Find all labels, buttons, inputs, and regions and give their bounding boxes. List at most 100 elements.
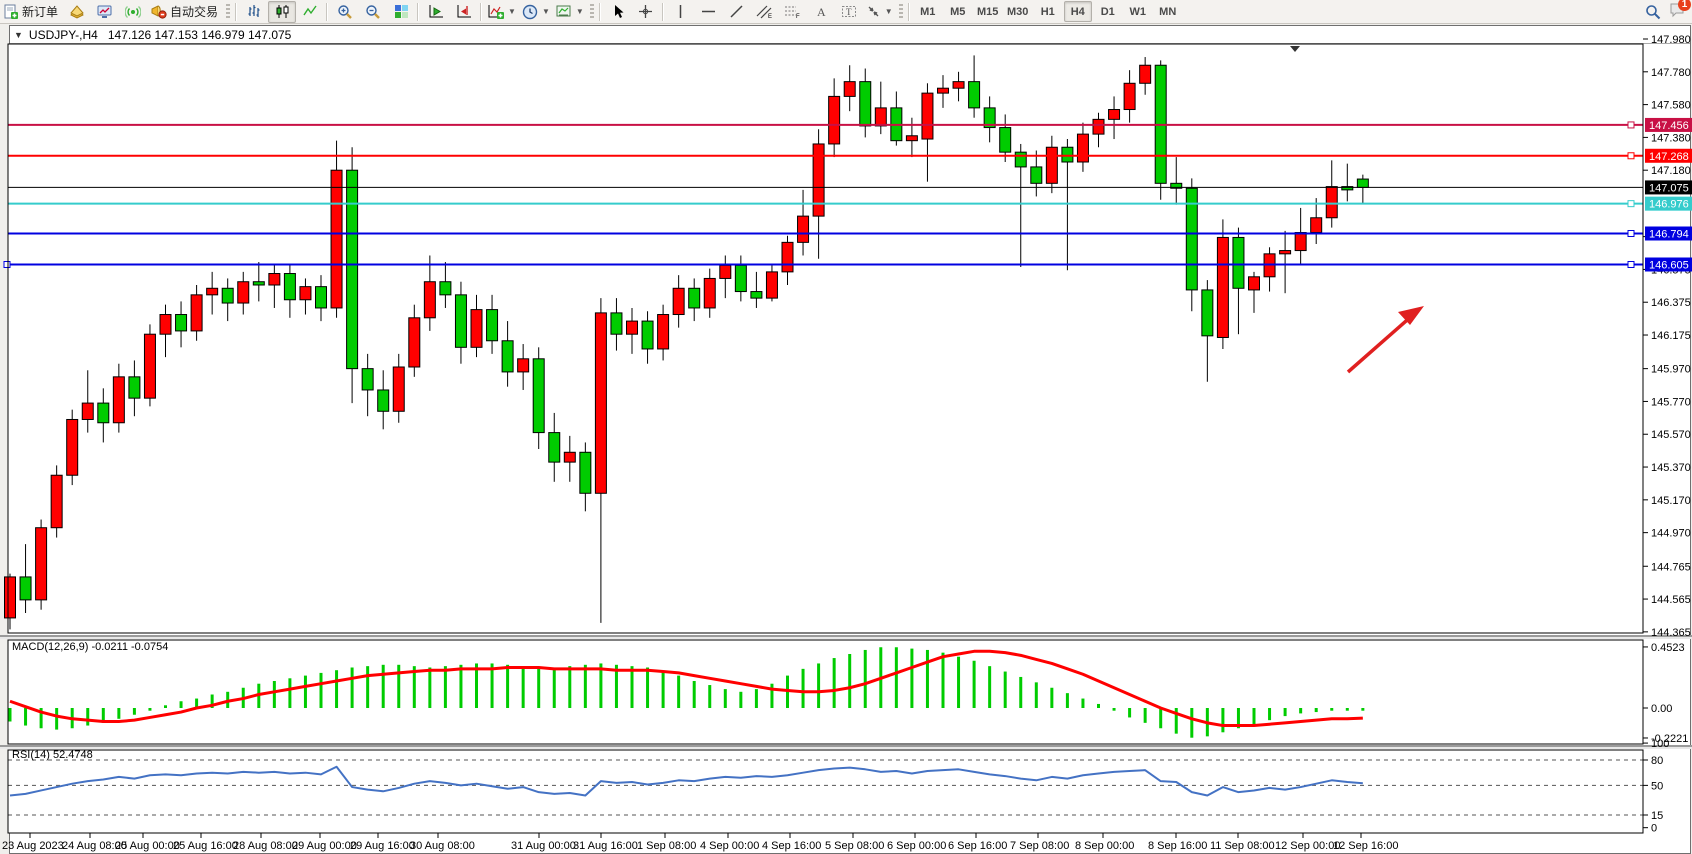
candle-body <box>361 368 374 391</box>
time-axis-label: 12 Sep 16:00 <box>1333 840 1398 852</box>
candlestick-chart-button[interactable] <box>268 0 297 23</box>
fibonacci-button[interactable]: F <box>779 1 807 23</box>
candle-body <box>781 241 794 273</box>
time-axis-label: 1 Sep 08:00 <box>637 840 696 852</box>
line-handle[interactable] <box>1627 152 1635 160</box>
line-handle[interactable] <box>1627 261 1635 268</box>
timeframe-button-m15[interactable]: M15 <box>977 5 999 18</box>
candle-body <box>797 215 810 243</box>
indicators-button[interactable]: ▼ <box>485 1 519 23</box>
trend-arrow-annotation[interactable] <box>1346 312 1416 374</box>
price-axis-label: 145.170 <box>1651 495 1691 507</box>
price-axis-label: 147.980 <box>1651 34 1691 46</box>
chart-profiles-icon <box>70 4 84 19</box>
price-tag-label: 146.605 <box>1649 260 1689 272</box>
rsi-indicator-label: RSI(14) 52.4748 <box>12 749 93 761</box>
search-icon[interactable] <box>1645 4 1661 20</box>
timeframe-button-m5[interactable]: M5 <box>950 5 966 18</box>
timeframe-button-w1[interactable]: W1 <box>1129 5 1146 18</box>
chart-shift-button[interactable] <box>450 1 478 23</box>
candle-body <box>1076 133 1089 163</box>
candle-body <box>143 333 156 399</box>
zoom-out-icon <box>366 4 380 19</box>
timeframe-button-h4[interactable]: H4 <box>1063 1 1092 22</box>
line-handle[interactable] <box>1627 200 1635 208</box>
candle-body <box>719 264 732 279</box>
toolbar-separator <box>417 2 420 21</box>
price-tag-label: 147.456 <box>1649 120 1689 132</box>
candle-body <box>579 451 592 494</box>
market-watch-button[interactable] <box>91 1 119 23</box>
cursor-button[interactable] <box>604 1 632 23</box>
signals-button[interactable] <box>119 1 147 23</box>
price-axis-label: 144.365 <box>1651 627 1691 639</box>
time-axis-label: 24 Aug 08:00 <box>62 840 127 852</box>
line-handle[interactable] <box>1627 121 1635 129</box>
arrows-button[interactable]: ▼ <box>863 1 896 23</box>
horizontal-line-button[interactable] <box>695 1 723 23</box>
zoom-in-icon <box>338 4 352 19</box>
candle-body <box>1170 182 1183 189</box>
candle-body <box>1294 232 1307 252</box>
macd-signal-line <box>9 649 1363 728</box>
trendline-icon <box>730 5 743 18</box>
candle-body <box>1201 289 1214 337</box>
templates-button[interactable]: ▼ <box>553 1 587 23</box>
line-chart-button[interactable] <box>296 1 324 23</box>
new-order-button[interactable]: 新订单 <box>0 1 63 23</box>
candle-body <box>921 92 934 140</box>
trend-arrow-head <box>1398 306 1424 325</box>
chart-profiles-button[interactable] <box>63 1 91 23</box>
price-axis-label: 145.970 <box>1651 364 1691 376</box>
periods-button[interactable]: ▼ <box>519 1 553 23</box>
templates-icon <box>556 5 571 17</box>
main-toolbar: 新订单 <box>0 0 1692 24</box>
text-label-button[interactable]: T <box>835 1 863 23</box>
text-button[interactable]: A <box>807 1 835 23</box>
vertical-line-button[interactable] <box>667 1 695 23</box>
time-axis-label: 11 Sep 08:00 <box>1210 840 1275 852</box>
price-pane-border <box>7 43 1644 634</box>
price-tag <box>1645 226 1692 241</box>
timeframe-button-h1[interactable]: H1 <box>1040 5 1055 18</box>
line-handle[interactable] <box>3 261 11 268</box>
crosshair-button[interactable] <box>632 1 660 23</box>
bar-chart-button[interactable] <box>240 1 268 23</box>
candle-body <box>843 81 856 97</box>
notifications-button[interactable]: 1 <box>1669 0 1691 21</box>
trendline-button[interactable] <box>723 1 751 23</box>
timeframe-button-d1[interactable]: D1 <box>1100 5 1115 18</box>
chevron-down-icon: ▼ <box>508 7 516 16</box>
timeframe-button-m30[interactable]: M30 <box>1007 5 1029 18</box>
candle-body <box>4 576 16 619</box>
candle-body <box>283 273 296 301</box>
autotrading-button[interactable]: 自动交易 <box>147 1 223 23</box>
macd-axis-label: -0.2221 <box>1651 733 1688 745</box>
price-axis-label: 144.765 <box>1651 561 1691 573</box>
tile-windows-button[interactable] <box>387 1 415 23</box>
candle-body <box>237 281 250 304</box>
autotrading-icon <box>151 5 167 19</box>
tile-windows-icon <box>394 5 408 18</box>
chart-shift-marker-icon[interactable] <box>1290 46 1300 52</box>
candle-body <box>454 294 467 348</box>
candle-body <box>159 314 172 335</box>
candle-body <box>812 143 825 217</box>
timeframe-button-m1[interactable]: M1 <box>920 5 936 18</box>
candle-body <box>1310 217 1323 234</box>
equidistant-channel-icon: E <box>756 5 772 19</box>
expand-arrow-icon[interactable]: ▼ <box>14 29 23 40</box>
candle-body <box>626 320 638 335</box>
zoom-in-button[interactable] <box>331 1 359 23</box>
candle-body <box>517 358 530 373</box>
timeframe-button-mn[interactable]: MN <box>1159 5 1177 18</box>
auto-scroll-button[interactable] <box>422 1 450 23</box>
equidistant-channel-button[interactable]: E <box>751 1 779 23</box>
chart-background[interactable] <box>8 44 1643 833</box>
candle-body <box>1325 186 1338 219</box>
price-axis-label: 147.180 <box>1651 165 1691 177</box>
line-handle[interactable] <box>1627 230 1635 238</box>
zoom-out-button[interactable] <box>359 1 387 23</box>
rsi-axis-label: 15 <box>1651 810 1663 822</box>
